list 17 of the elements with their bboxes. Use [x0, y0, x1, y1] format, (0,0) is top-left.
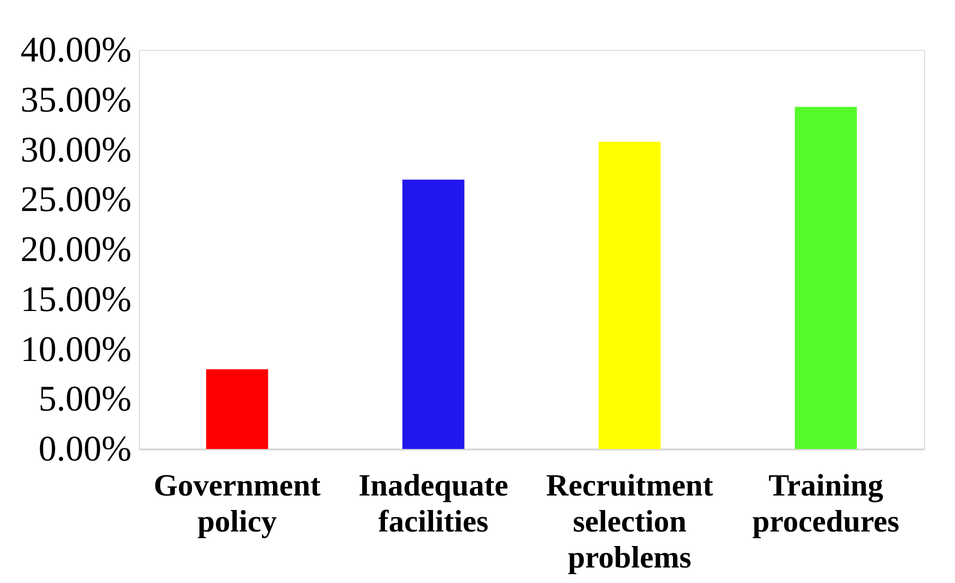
y-tick-label: 20.00%: [20, 229, 132, 269]
bar: [598, 142, 661, 449]
y-tick-label: 40.00%: [20, 30, 132, 70]
y-tick-label: 0.00%: [38, 428, 132, 468]
x-tick-label: Inadequate facilities: [358, 468, 508, 538]
y-tick-label: 35.00%: [20, 79, 132, 120]
y-tick-label: 25.00%: [20, 179, 132, 220]
x-tick-label: Government policy: [154, 468, 322, 538]
bar: [794, 106, 857, 449]
x-tick-label: Recruitment selection problems: [546, 468, 714, 574]
y-tick-label: 15.00%: [20, 278, 132, 319]
y-tick-label: 10.00%: [20, 328, 132, 369]
y-tick-label: 30.00%: [20, 129, 132, 170]
bar: [402, 180, 464, 449]
x-tick-label: Training procedures: [752, 468, 900, 538]
y-tick-label: 5.00%: [38, 378, 132, 419]
bar: [206, 369, 268, 449]
